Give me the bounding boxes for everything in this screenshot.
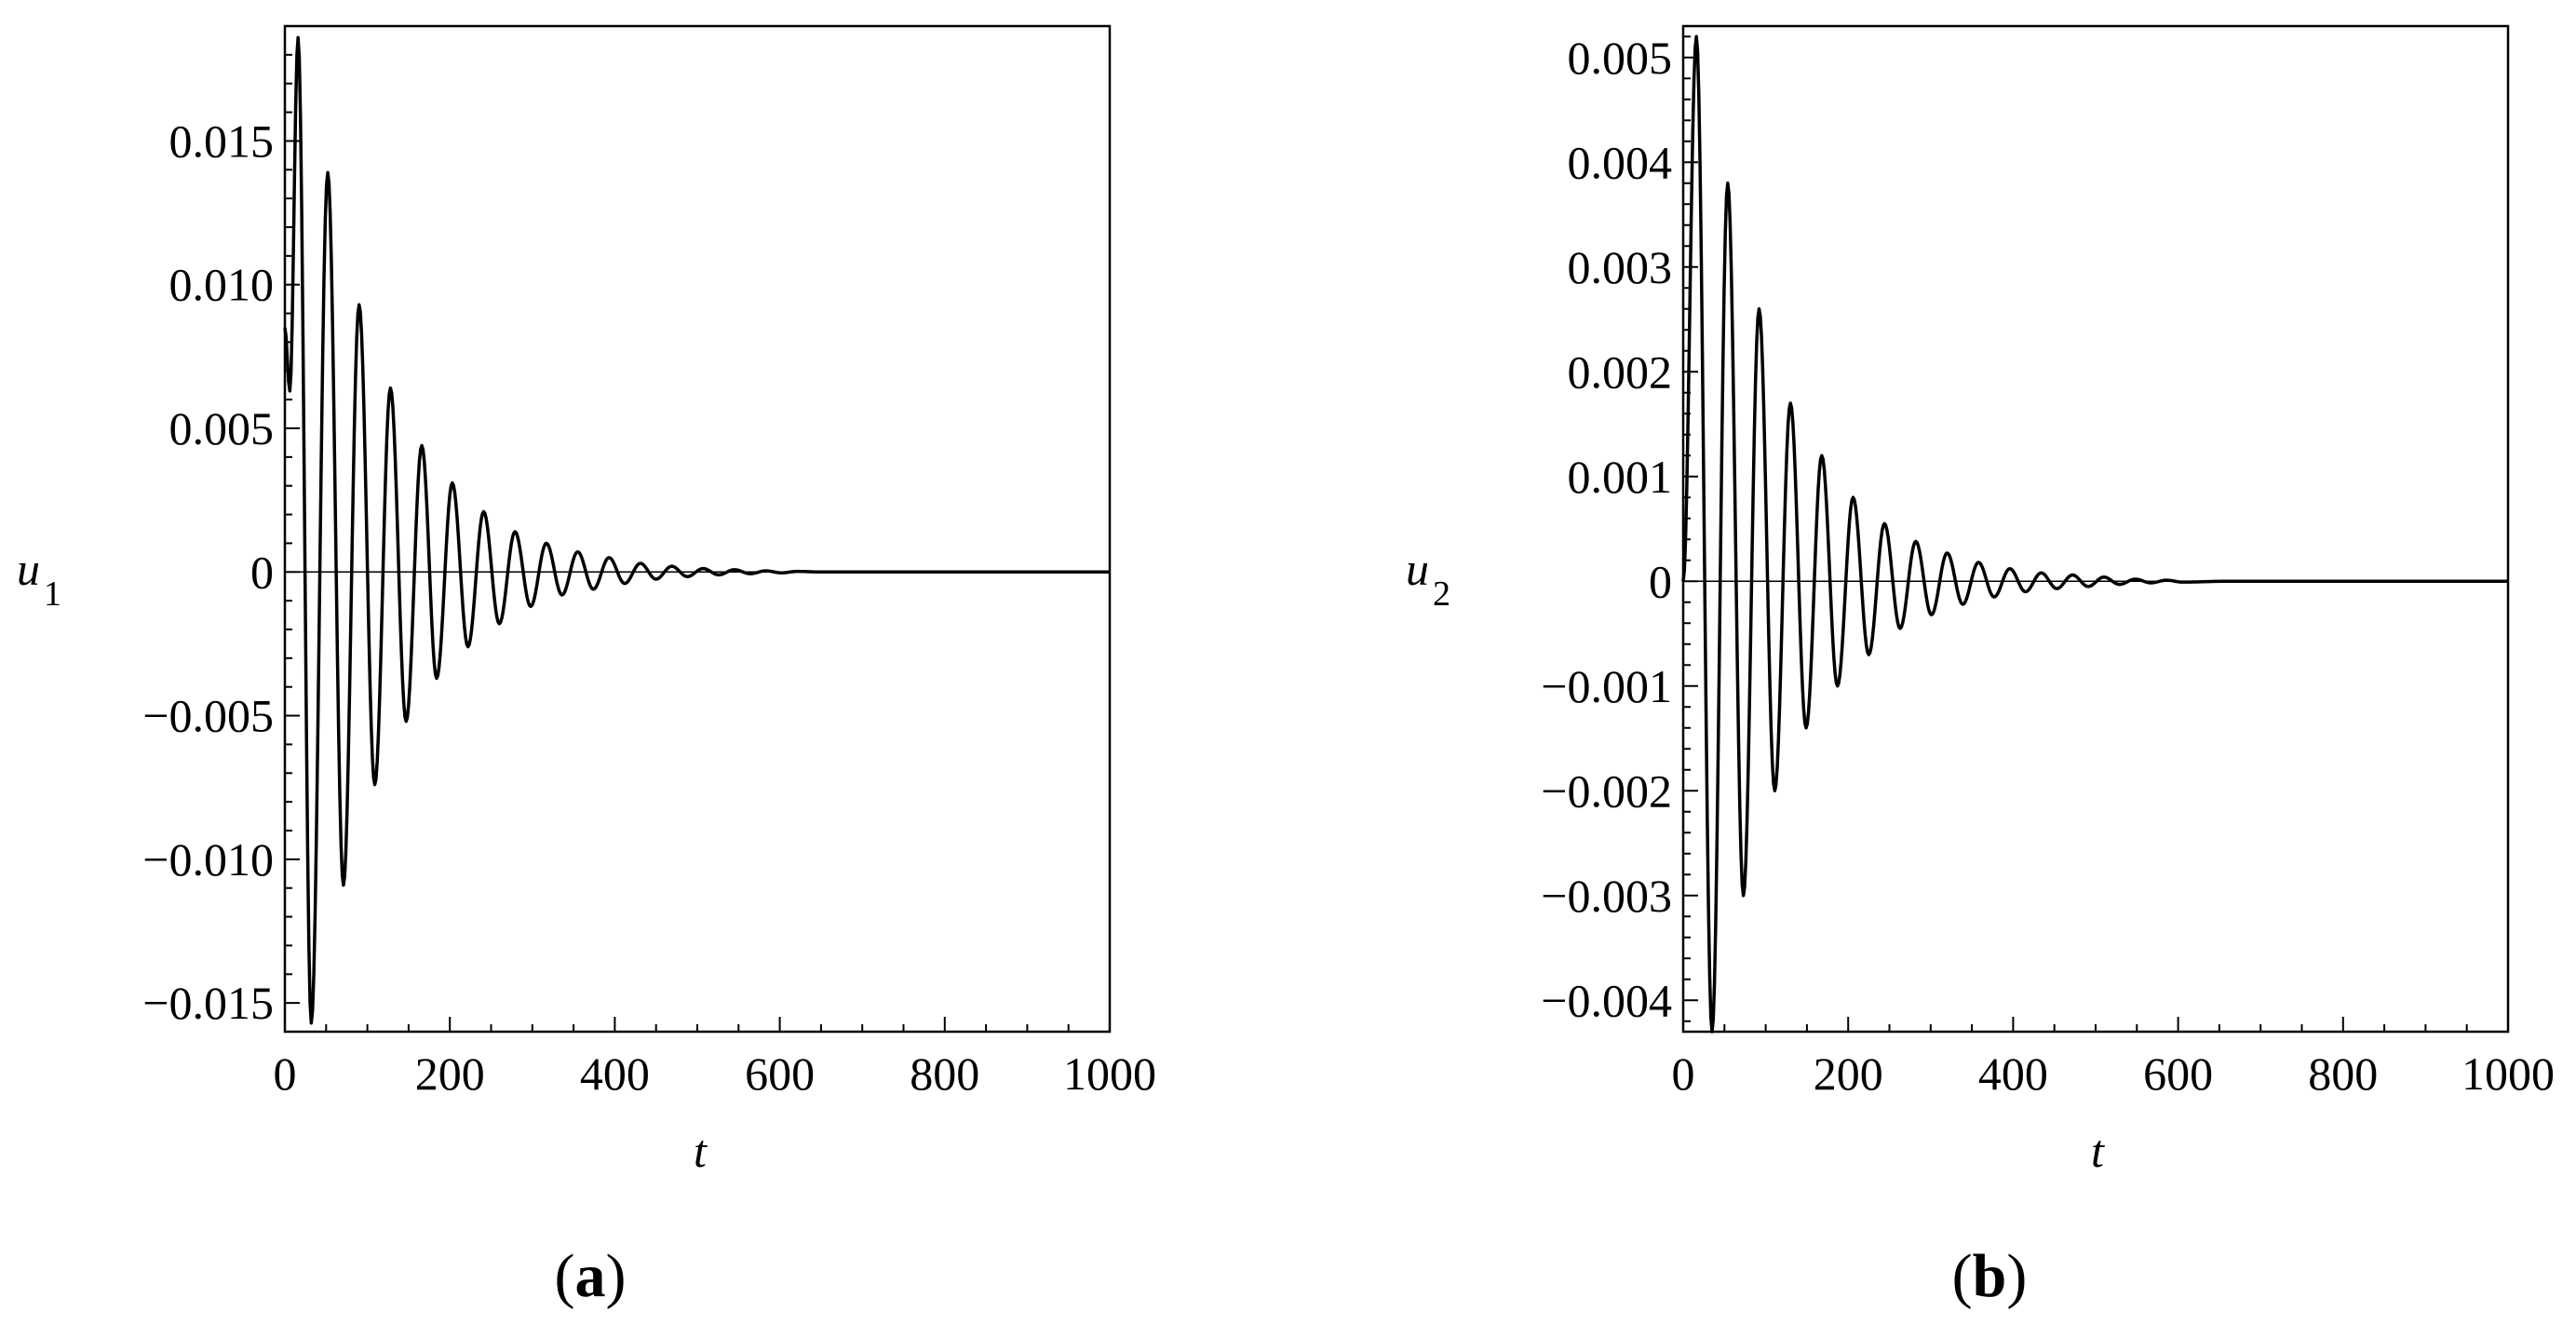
y-tick-label: 0.002: [1568, 345, 1673, 398]
x-tick-label: 200: [415, 1048, 485, 1100]
x-tick-label: 600: [2143, 1048, 2213, 1100]
x-tick-label: 400: [580, 1048, 650, 1100]
x-axis-label: t: [694, 1125, 708, 1177]
y-tick-label: −0.003: [1541, 870, 1672, 922]
plot-frame: [283, 24, 1112, 1034]
panel-label: (a): [555, 1242, 627, 1310]
y-tick-label: −0.004: [1541, 974, 1672, 1026]
x-tick-label: 1000: [2461, 1048, 2555, 1100]
y-tick-label: 0.005: [1568, 32, 1673, 84]
plot-frame: [1681, 24, 2510, 1034]
x-tick-label: 1000: [1063, 1048, 1156, 1100]
y-tick-label: 0: [1649, 555, 1672, 607]
x-tick-label: 600: [745, 1048, 815, 1100]
x-tick-label: 400: [1978, 1048, 2048, 1100]
series-line: [283, 35, 1111, 1025]
y-tick-label: 0.001: [1568, 451, 1673, 503]
chart-panel-a: 0 200 400 600 800 1000 −0.015 −0.010 −0.005 0 0.00…: [17, 24, 1156, 1310]
x-tick-label: 0: [1672, 1048, 1695, 1100]
y-tick-label: 0.003: [1568, 241, 1673, 293]
x-tick-label: 200: [1814, 1048, 1883, 1100]
y-tick-label: −0.002: [1541, 764, 1672, 817]
x-axis-label: t: [2091, 1125, 2105, 1177]
y-tick-label: −0.015: [142, 977, 274, 1029]
x-tick-label: 800: [2308, 1048, 2378, 1100]
y-tick-label: 0.005: [169, 402, 275, 454]
y-tick-label: −0.005: [142, 690, 274, 742]
x-tick-label: 800: [910, 1048, 979, 1100]
panel-label: (b): [1952, 1242, 2028, 1310]
chart-panel-b: 0 200 400 600 800 1000 −0.004 −0.003 −0.002 −0.00…: [1406, 24, 2555, 1310]
y-tick-label: 0.004: [1568, 136, 1673, 188]
y-tick-label: 0: [250, 546, 274, 598]
x-tick-label: 0: [274, 1048, 297, 1100]
series-line: [1681, 34, 2509, 1034]
y-tick-label: 0.015: [169, 115, 275, 167]
y-tick-label: 0.010: [169, 259, 275, 311]
y-tick-label: −0.010: [142, 833, 274, 886]
y-tick-label: −0.001: [1541, 660, 1672, 712]
